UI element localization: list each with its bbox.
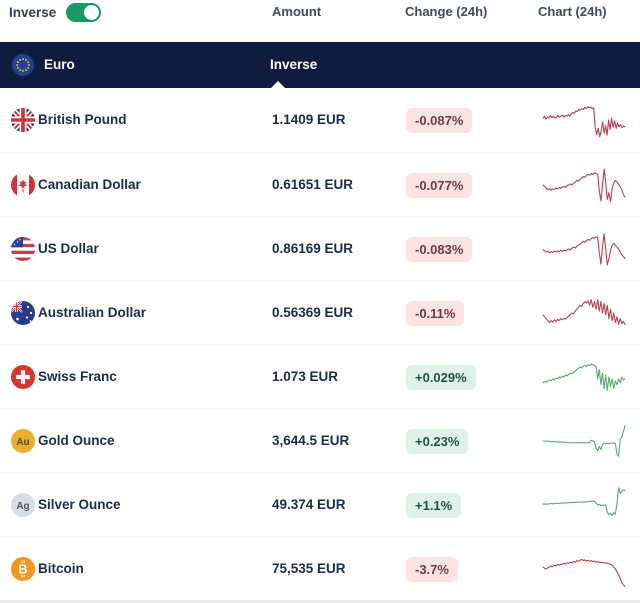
change-badge: -0.11% — [406, 301, 465, 326]
uk-flag-icon — [11, 108, 35, 132]
currency-row-bitcoin[interactable]: B Bitcoin 75,535 EUR -3.7% — [0, 536, 640, 600]
currency-row-us[interactable]: US Dollar 0.86169 EUR -0.083% — [0, 216, 640, 280]
svg-text:Au: Au — [16, 437, 29, 448]
silver-flag-icon: Ag — [11, 493, 35, 517]
inverse-toggle-label: Inverse — [9, 5, 57, 20]
currency-amount: 0.86169 EUR — [272, 241, 354, 256]
column-header-change: Change (24h) — [405, 4, 488, 19]
base-currency-mode-label: Inverse — [270, 57, 318, 72]
currency-amount: 75,535 EUR — [272, 561, 346, 576]
change-badge: +1.1% — [406, 493, 462, 518]
sparkline-chart — [540, 547, 628, 591]
currency-name: Swiss Franc — [38, 369, 117, 384]
currency-name: Canadian Dollar — [38, 177, 141, 192]
euro-flag-icon — [12, 54, 34, 76]
svg-text:B: B — [18, 562, 27, 577]
change-badge: +0.23% — [406, 429, 469, 454]
rates-table-body: British Pound 1.1409 EUR -0.087% Canadia… — [0, 88, 640, 600]
sparkline-chart — [540, 291, 628, 335]
currency-name: Silver Ounce — [38, 497, 121, 512]
us-flag-icon — [11, 237, 35, 261]
inverse-filter: Inverse — [9, 3, 102, 22]
currency-amount: 0.56369 EUR — [272, 305, 354, 320]
change-badge: +0.029% — [406, 365, 476, 390]
column-header-chart: Chart (24h) — [538, 4, 607, 19]
currency-amount: 1.073 EUR — [272, 369, 339, 384]
change-badge: -0.077% — [406, 173, 473, 198]
sparkline-chart — [540, 98, 628, 142]
currency-row-canada[interactable]: Canadian Dollar 0.61651 EUR -0.077% — [0, 152, 640, 216]
sparkline-chart — [540, 355, 628, 399]
currency-row-silver[interactable]: Ag Silver Ounce 49.374 EUR +1.1% — [0, 472, 640, 536]
base-currency-name: Euro — [44, 57, 75, 72]
change-badge: -0.083% — [406, 237, 473, 262]
currency-row-gold[interactable]: Au Gold Ounce 3,644.5 EUR +0.23% — [0, 408, 640, 472]
swiss-flag-icon — [11, 365, 35, 389]
currency-name: US Dollar — [38, 241, 99, 256]
table-header-bar: Inverse Amount Change (24h) Chart (24h) — [0, 0, 640, 42]
currency-amount: 49.374 EUR — [272, 497, 346, 512]
gold-flag-icon: Au — [11, 429, 35, 453]
svg-text:Ag: Ag — [16, 501, 29, 512]
currency-row-swiss[interactable]: Swiss Franc 1.073 EUR +0.029% — [0, 344, 640, 408]
currency-name: Australian Dollar — [38, 305, 147, 320]
change-badge: -3.7% — [406, 557, 458, 582]
change-badge: -0.087% — [406, 108, 473, 133]
currency-name: Bitcoin — [38, 561, 84, 576]
currency-amount: 1.1409 EUR — [272, 112, 346, 127]
sparkline-chart — [540, 163, 628, 207]
sparkline-chart — [540, 483, 628, 527]
toggle-knob — [84, 5, 100, 20]
bitcoin-flag-icon: B — [11, 557, 35, 581]
canada-flag-icon — [11, 173, 35, 197]
base-currency-row[interactable]: Euro Inverse — [0, 42, 640, 88]
australia-flag-icon — [11, 301, 35, 325]
column-header-amount: Amount — [272, 4, 322, 19]
currency-name: Gold Ounce — [38, 433, 115, 448]
sparkline-chart — [540, 419, 628, 463]
inverse-toggle[interactable] — [66, 3, 102, 22]
currency-amount: 0.61651 EUR — [272, 177, 354, 192]
currency-amount: 3,644.5 EUR — [272, 433, 350, 448]
currency-row-australia[interactable]: Australian Dollar 0.56369 EUR -0.11% — [0, 280, 640, 344]
currency-name: British Pound — [38, 112, 127, 127]
currency-row-uk[interactable]: British Pound 1.1409 EUR -0.087% — [0, 88, 640, 152]
inverse-caret-icon — [271, 81, 285, 88]
next-section-divider — [0, 600, 640, 603]
sparkline-chart — [540, 227, 628, 271]
